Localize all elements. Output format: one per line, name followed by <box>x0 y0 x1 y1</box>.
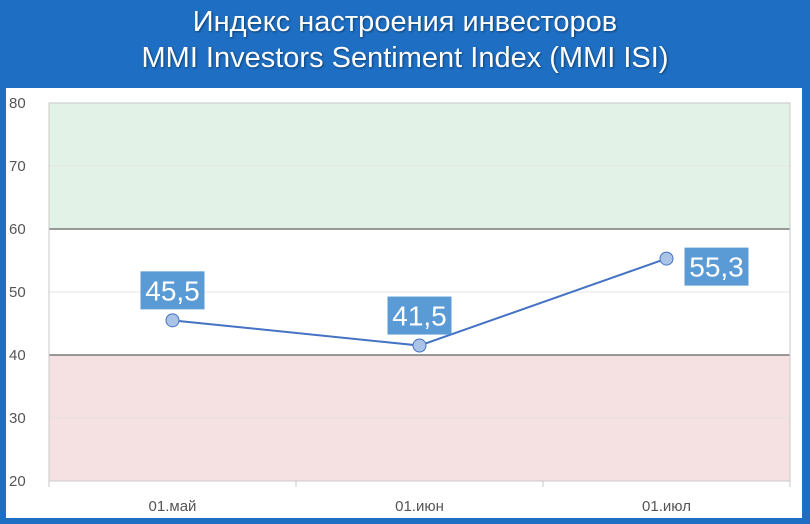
data-point-marker <box>165 313 180 328</box>
data-label: 41,5 <box>392 301 447 332</box>
data-label-box <box>140 271 205 310</box>
chart-title-russian: Индекс настроения инвесторов <box>192 6 618 38</box>
y-tick-label: 60 <box>9 221 26 238</box>
y-tick-label: 30 <box>9 410 26 427</box>
plot-border <box>48 102 791 482</box>
chart-title: Индекс настроения инвесторов MMI Investo… <box>0 0 810 88</box>
data-label-box <box>684 247 749 286</box>
x-tick-label: 01.май <box>149 498 197 515</box>
sentiment-line-chart: 20 30 40 50 60 70 80 01.май 01.июн 01.июл 45,5 41,5… <box>9 95 791 515</box>
y-tick-label: 50 <box>9 284 26 301</box>
data-label-box <box>387 296 452 335</box>
chart-title-english: MMI Investors Sentiment Index (MMI ISI) <box>141 42 669 74</box>
data-label: 55,3 <box>689 252 744 283</box>
data-label: 45,5 <box>145 275 200 306</box>
chart-area: 20 30 40 50 60 70 80 01.май 01.июн 01.июл 45,5 41,5… <box>6 88 802 518</box>
data-point-marker <box>659 251 674 266</box>
y-tick-label: 20 <box>9 473 26 490</box>
y-tick-label: 40 <box>9 347 26 364</box>
x-tick-label: 01.июн <box>395 498 444 515</box>
x-tick-label: 01.июл <box>642 498 691 515</box>
y-tick-label: 70 <box>9 158 26 175</box>
data-point-marker <box>412 338 427 353</box>
y-tick-label: 80 <box>9 95 26 112</box>
